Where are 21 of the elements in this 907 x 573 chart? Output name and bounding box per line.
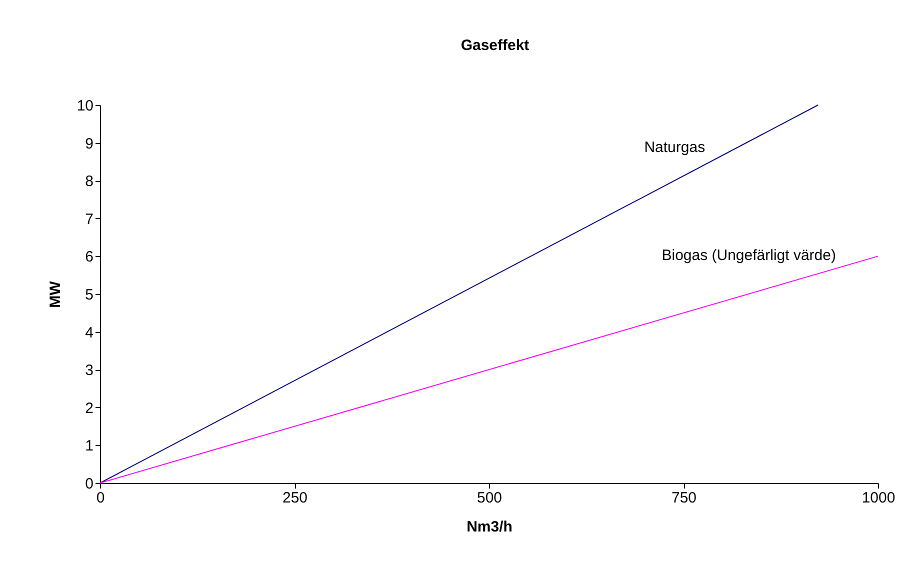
y-axis-title: MW	[46, 280, 64, 308]
x-tick-label: 250	[282, 490, 308, 506]
series-label: Biogas (Ungefärligt värde)	[662, 247, 836, 264]
x-axis-title: Nm3/h	[466, 518, 512, 536]
y-tick-label: 2	[85, 400, 94, 417]
x-tick-label: 1000	[862, 490, 896, 506]
y-tick-label: 6	[85, 248, 94, 266]
y-tick-label: 3	[85, 362, 94, 380]
y-tick-label: 10	[76, 98, 94, 114]
y-tick-label: 8	[85, 173, 94, 190]
series-label: Naturgas	[644, 139, 706, 156]
x-tick-label: 750	[671, 490, 697, 506]
y-tick-label: 5	[85, 286, 94, 304]
y-tick-label: 9	[85, 135, 94, 152]
y-tick-label: 0	[85, 476, 94, 492]
y-tick-label: 4	[85, 324, 94, 342]
y-tick-label: 1	[85, 438, 94, 455]
chart-title: Gaseffekt	[460, 37, 530, 54]
y-tick-label: 7	[85, 210, 94, 228]
x-tick-label: 0	[96, 490, 105, 506]
x-tick-label: 500	[476, 490, 502, 506]
